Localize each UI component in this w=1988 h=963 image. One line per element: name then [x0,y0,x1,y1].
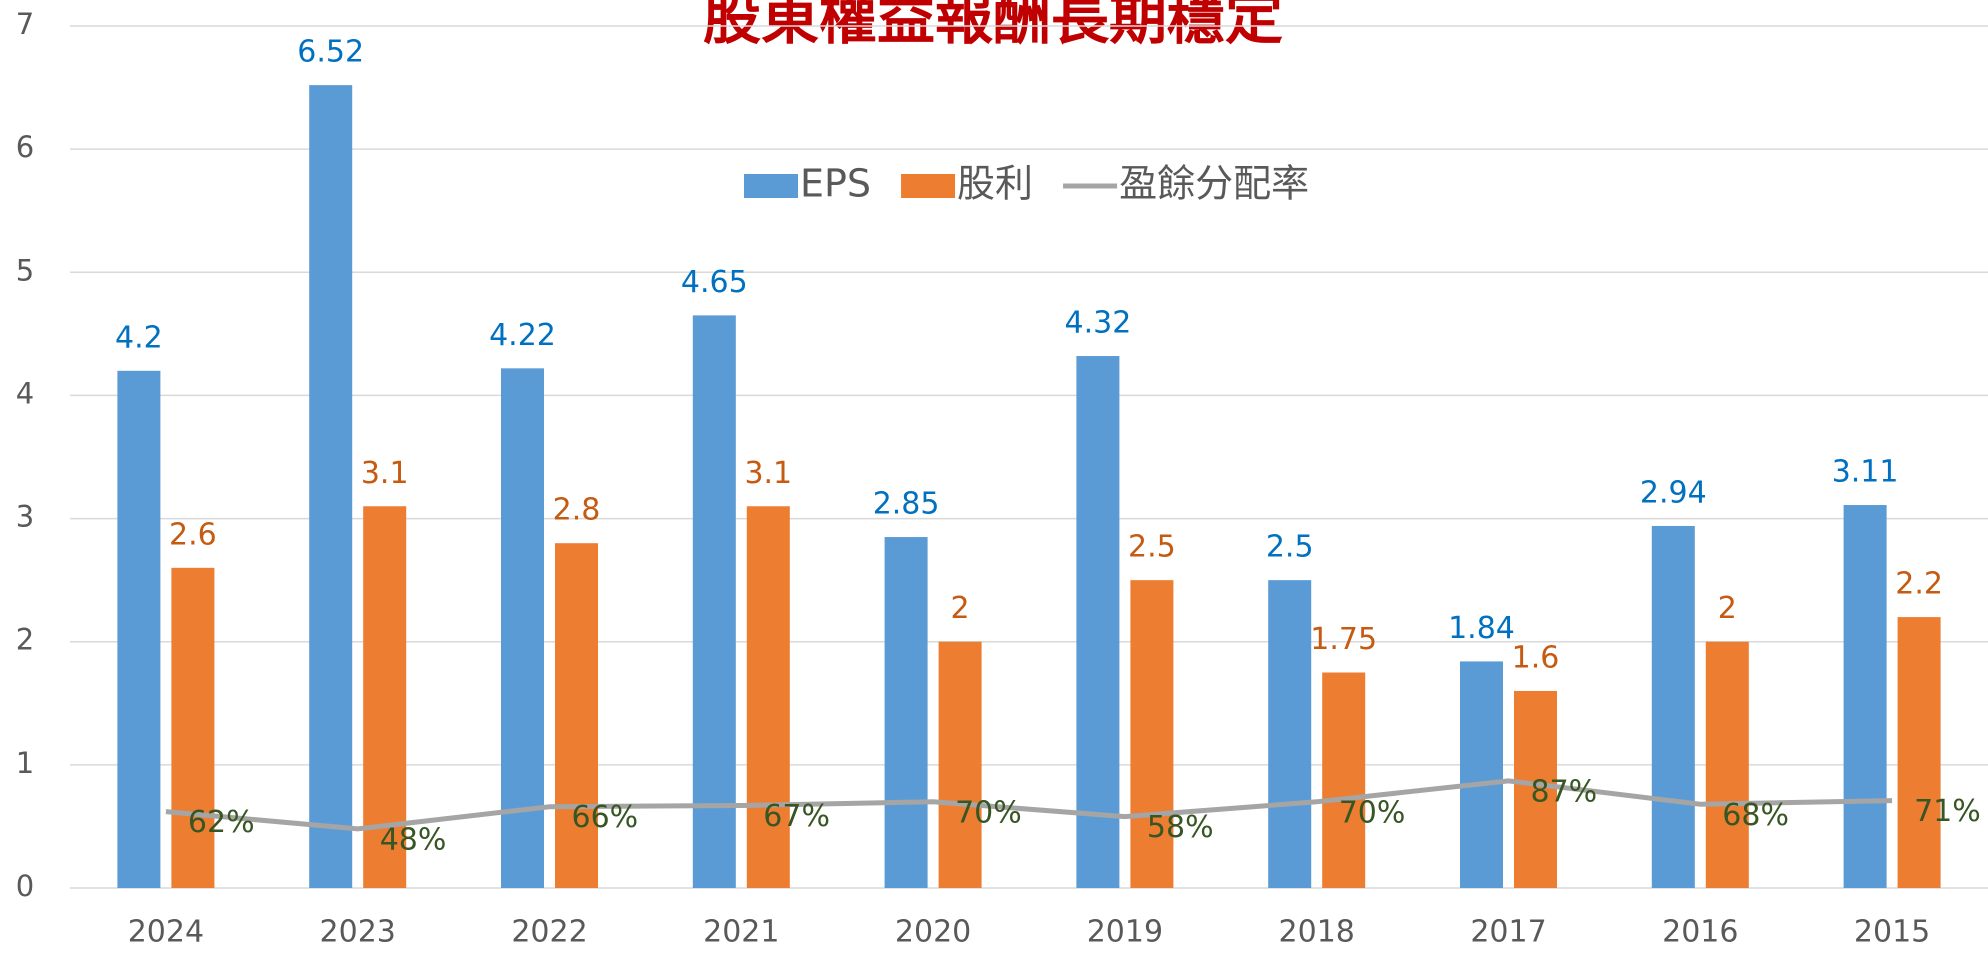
bar [1843,505,1887,888]
line [165,778,1893,832]
bar [692,315,736,888]
data-label: 1.6 [1512,640,1560,675]
x-tick-label: 2017 [1470,915,1546,950]
y-tick-label: 7 [16,7,34,41]
bar [1651,525,1695,888]
data-label: 6.52 [297,35,364,70]
x-tick-label: 2022 [511,915,587,950]
data-label: 2.5 [1128,530,1176,565]
data-label: 62% [188,805,255,840]
data-label: 68% [1722,798,1789,833]
bar [1076,356,1120,889]
bar [1460,661,1503,888]
x-tick-label: 2016 [1662,915,1738,950]
data-label: 4.2 [115,320,163,355]
bar [1514,690,1557,888]
bar [309,85,353,888]
data-label: 66% [572,800,639,835]
legend-label: 股利 [957,162,1033,206]
data-label: 58% [1147,810,1214,845]
data-label: 70% [1339,795,1406,830]
data-label: 2.2 [1895,567,1943,602]
x-tick-label: 2021 [703,915,779,950]
legend-swatch [744,174,798,198]
data-label: 70% [955,795,1022,830]
data-label: 1.84 [1448,611,1515,646]
x-tick-label: 2023 [320,915,396,950]
data-label: 2.5 [1266,530,1314,565]
y-tick-label: 2 [16,623,34,657]
bar [501,368,544,888]
data-label: 2 [1718,591,1737,626]
data-label: 3.1 [361,456,409,491]
data-label: 2.8 [553,493,601,528]
bar [117,370,161,888]
data-label: 71% [1914,794,1981,829]
y-tick-label: 4 [16,376,34,410]
data-label: 3.1 [744,456,792,491]
legend-swatch [901,174,956,198]
legend-label: 盈餘分配率 [1119,162,1309,206]
y-tick-label: 0 [16,869,34,903]
bar [1705,641,1749,888]
bar [1897,617,1941,888]
y-tick-label: 1 [16,746,34,780]
bar [938,641,982,888]
legend-label: EPS [800,162,871,206]
data-label: 4.32 [1065,306,1132,341]
bar [884,537,928,888]
y-tick-label: 6 [16,130,34,164]
bar [746,506,790,888]
data-label: 1.75 [1310,622,1377,657]
data-label: 4.65 [681,265,748,300]
x-tick-label: 2020 [895,915,971,950]
data-label: 3.11 [1832,455,1899,490]
bar [1322,672,1366,888]
bar [555,543,598,888]
data-label: 2 [951,591,970,626]
data-label: 2.85 [873,487,940,522]
data-label: 2.94 [1640,475,1707,510]
bar [1130,580,1174,888]
x-tick-label: 2024 [128,915,204,950]
data-label: 48% [380,822,447,857]
x-tick-label: 2019 [1087,915,1163,950]
x-tick-label: 2015 [1854,915,1930,950]
bar [1268,580,1312,888]
y-tick-label: 3 [16,500,34,534]
x-tick-label: 2018 [1279,915,1355,950]
data-label: 67% [763,799,830,834]
bar [171,567,215,888]
data-label: 4.22 [489,318,556,353]
data-label: 2.6 [169,517,217,552]
y-tick-label: 5 [16,253,34,287]
data-label: 87% [1531,774,1598,809]
